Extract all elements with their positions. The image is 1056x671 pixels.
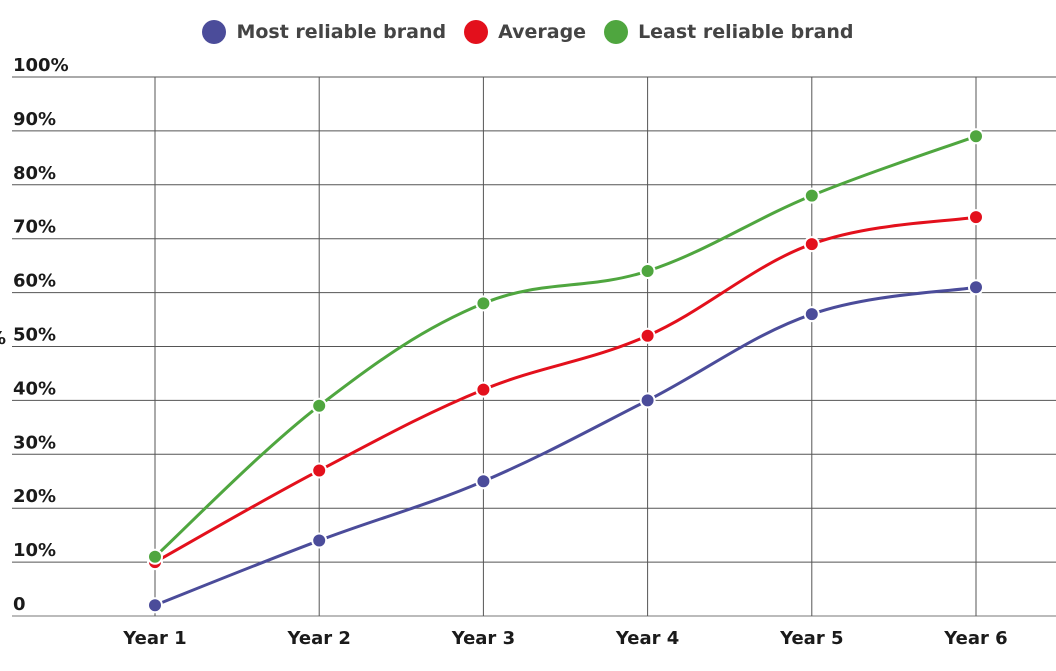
data-point [803,187,820,204]
data-point [639,327,656,344]
y-axis-label: % [0,328,6,349]
x-tick-label: Year 3 [451,628,515,649]
y-tick-label: 0 [13,594,26,615]
y-tick-label: 90% [13,109,56,130]
legend-label: Average [498,21,587,43]
y-tick-label: 20% [13,486,56,507]
x-tick-label: Year 5 [779,628,843,649]
data-point [311,462,328,479]
legend: Most reliable brand Average Least reliable… [0,20,1056,44]
y-tick-label: 30% [13,432,56,453]
data-point [311,532,328,549]
y-tick-label: 50% [13,325,56,346]
legend-item: Most reliable brand [202,20,446,44]
data-point [475,381,492,398]
legend-label: Most reliable brand [236,21,447,43]
data-point [147,548,163,565]
data-point [147,597,163,614]
legend-item: Least reliable brand [604,20,854,44]
data-point [968,279,984,296]
data-point [639,263,656,280]
data-point [968,128,984,145]
y-tick-label: 10% [13,540,56,561]
data-point [803,236,820,253]
y-tick-label: 80% [13,163,56,184]
data-point [803,306,820,323]
data-point [968,209,984,226]
legend-marker-icon [202,20,227,44]
data-point [475,295,492,312]
x-tick-label: Year 1 [122,628,186,649]
legend-item: Average [464,20,586,44]
y-tick-label: 60% [13,271,56,292]
data-point [475,473,492,490]
y-tick-label: 100% [13,55,69,76]
x-tick-label: Year 4 [615,628,679,649]
legend-marker-icon [464,20,489,44]
legend-marker-icon [604,20,629,44]
y-tick-label: 70% [13,217,56,238]
series-line [153,134,977,558]
series-line [154,215,977,564]
y-tick-label: 40% [13,378,56,399]
series-line [154,285,977,607]
x-tick-label: Year 2 [286,628,350,649]
x-tick-label: Year 6 [943,628,1007,649]
data-point [639,392,656,409]
legend-label: Least reliable brand [638,21,854,43]
data-point [311,397,328,414]
